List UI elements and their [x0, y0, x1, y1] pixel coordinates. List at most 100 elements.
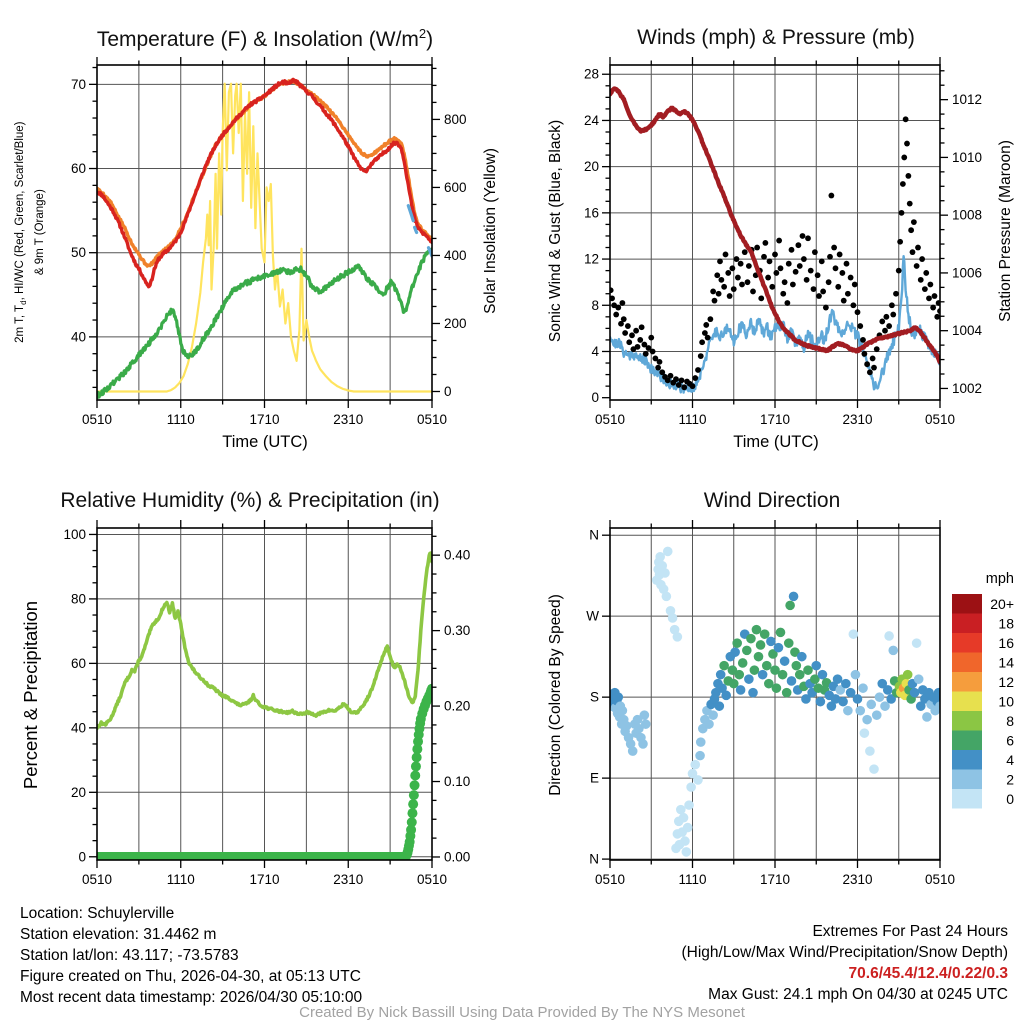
title-text: )	[426, 28, 434, 51]
station-info-block: Location: Schuylerville Station elevatio…	[20, 903, 362, 1008]
svg-text:20: 20	[584, 159, 599, 174]
svg-text:2310: 2310	[842, 412, 872, 427]
yaxis-label-temperature: 2m T, Td, HI/WC (Red, Green, Scarlet/Blu…	[13, 121, 47, 343]
chart-title-winds-pressure: Winds (mph) & Pressure (mb)	[637, 26, 915, 49]
svg-text:1002: 1002	[952, 381, 982, 396]
yaxis-label-percent-precip: Percent & Precipitation	[20, 600, 41, 790]
svg-text:60: 60	[71, 161, 86, 176]
svg-text:N: N	[589, 528, 599, 543]
elevation-line: Station elevation: 31.4462 m	[20, 926, 217, 943]
svg-text:1110: 1110	[678, 872, 706, 887]
svg-text:0510: 0510	[595, 872, 625, 887]
svg-text:200: 200	[444, 316, 467, 331]
svg-text:28: 28	[584, 67, 599, 82]
chart-title-humidity-precip: Relative Humidity (%) & Precipitation (i…	[60, 489, 440, 512]
svg-text:0.20: 0.20	[444, 699, 470, 714]
svg-text:100: 100	[63, 527, 86, 542]
svg-text:12: 12	[998, 674, 1014, 690]
location-line: Location: Schuylerville	[20, 905, 175, 922]
extremes-values: 70.6/45.4/12.4/0.22/0.3	[848, 965, 1008, 982]
svg-text:1710: 1710	[760, 872, 790, 887]
svg-text:6: 6	[1006, 732, 1014, 748]
svg-text:1710: 1710	[249, 872, 279, 887]
svg-text:50: 50	[71, 245, 86, 260]
svg-text:18: 18	[998, 615, 1014, 631]
svg-text:1006: 1006	[952, 265, 982, 280]
timestamp-line: Most recent data timestamp: 2026/04/30 0…	[20, 989, 363, 1006]
svg-text:1710: 1710	[249, 412, 279, 427]
svg-text:0510: 0510	[82, 872, 112, 887]
svg-text:8: 8	[1006, 713, 1014, 729]
title-text: Temperature (F) & Insolation (W/m	[96, 28, 419, 51]
svg-text:1110: 1110	[167, 412, 195, 427]
max-gust-line: Max Gust: 24.1 mph On 04/30 at 0245 UTC	[708, 986, 1008, 1003]
svg-text:2: 2	[1006, 771, 1014, 787]
svg-text:12: 12	[584, 252, 599, 267]
svg-text:0510: 0510	[925, 412, 955, 427]
yaxis-label-direction: Direction (Colored By Speed)	[547, 594, 564, 796]
chart-humidity-precip: 0510 1110 1710 2310 0510 0 20 40 60 80 100 0.00 0.10…	[63, 520, 470, 887]
latlon-line: Station lat/lon: 43.117; -73.5783	[20, 947, 239, 964]
svg-text:0: 0	[1006, 791, 1014, 807]
svg-text:600: 600	[444, 180, 467, 195]
svg-text:20+: 20+	[990, 596, 1014, 612]
svg-text:2310: 2310	[333, 412, 363, 427]
chart-winds-pressure: 0510 1110 1710 2310 0510 0 4 8 12 16 20 24 28 1002 100…	[584, 57, 983, 427]
svg-text:40: 40	[71, 720, 86, 735]
chart-temperature-insolation: 0510 1110 1710 2310 0510 40 50 60 70 0 200 400 600 80…	[71, 57, 467, 427]
svg-text:1710: 1710	[760, 412, 790, 427]
svg-text:S: S	[590, 690, 599, 705]
chart-title-wind-direction: Wind Direction	[703, 489, 841, 512]
svg-text:2310: 2310	[333, 872, 363, 887]
svg-text:16: 16	[584, 205, 599, 220]
svg-text:1012: 1012	[952, 92, 982, 107]
svg-text:1110: 1110	[678, 412, 706, 427]
svg-text:8: 8	[591, 298, 599, 313]
svg-text:4: 4	[1006, 752, 1014, 768]
svg-text:W: W	[586, 609, 599, 624]
svg-text:80: 80	[71, 591, 86, 606]
svg-text:60: 60	[71, 656, 86, 671]
svg-text:14: 14	[998, 654, 1014, 670]
svg-text:0.30: 0.30	[444, 623, 470, 638]
svg-text:70: 70	[71, 77, 86, 92]
extremes-block: Extremes For Past 24 Hours (High/Low/Max…	[682, 921, 1009, 1005]
chart-wind-direction: 0510 1110 1710 2310 0510 N E S W N 20+ 18 16 14 12 10 8 6…	[586, 520, 1014, 887]
svg-text:1008: 1008	[952, 208, 982, 223]
subscript-d: d	[19, 300, 29, 305]
svg-text:0510: 0510	[595, 412, 625, 427]
svg-text:4: 4	[591, 344, 599, 359]
svg-text:400: 400	[444, 248, 467, 263]
svg-text:0510: 0510	[417, 872, 447, 887]
colorbar-title-mph: mph	[985, 571, 1014, 587]
svg-text:40: 40	[71, 329, 86, 344]
credit-line: Created By Nick Bassill Using Data Provi…	[299, 1004, 745, 1021]
svg-text:1010: 1010	[952, 150, 982, 165]
yaxis-label-station-pressure: Station Pressure (Maroon)	[997, 140, 1014, 322]
chart-title-temperature-insolation: Temperature (F) & Insolation (W/m2)	[97, 26, 433, 52]
svg-text:20: 20	[71, 785, 86, 800]
svg-text:N: N	[589, 852, 599, 867]
title-superscript: 2	[418, 26, 427, 41]
svg-text:0: 0	[78, 849, 86, 864]
created-line: Figure created on Thu, 2026-04-30, at 05…	[20, 968, 361, 985]
yaxis-label-sonic-wind: Sonic Wind & Gust (Blue, Black)	[547, 119, 564, 343]
svg-text:0.00: 0.00	[444, 849, 470, 864]
svg-text:0: 0	[444, 384, 452, 399]
svg-text:2310: 2310	[842, 872, 872, 887]
svg-text:0.10: 0.10	[444, 774, 470, 789]
svg-text:10: 10	[998, 693, 1014, 709]
xaxis-label-time-utc-right: Time (UTC)	[733, 433, 819, 451]
svg-text:800: 800	[444, 112, 467, 127]
extremes-title: Extremes For Past 24 Hours	[812, 923, 1008, 940]
svg-text:0510: 0510	[925, 872, 955, 887]
svg-text:1004: 1004	[952, 323, 983, 338]
svg-text:0.40: 0.40	[444, 548, 470, 563]
yaxis-label-solar-insolation: Solar Insolation (Yellow)	[482, 148, 499, 314]
svg-text:0510: 0510	[417, 412, 447, 427]
svg-text:0510: 0510	[82, 412, 112, 427]
svg-text:E: E	[590, 771, 599, 786]
extremes-subtitle: (High/Low/Max Wind/Precipitation/Snow De…	[681, 944, 1009, 961]
